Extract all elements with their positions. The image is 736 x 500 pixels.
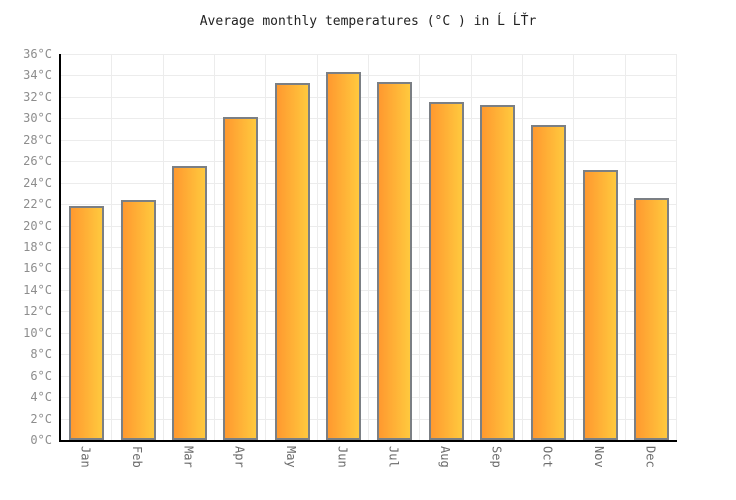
h-gridline xyxy=(61,225,677,227)
y-tick-label: 16°C xyxy=(23,261,52,276)
v-gridline xyxy=(163,54,164,440)
h-gridline xyxy=(61,332,677,334)
y-tick-label: 6°C xyxy=(30,368,52,383)
bar-jun xyxy=(325,72,361,440)
x-tick-label: Sep xyxy=(489,446,504,468)
y-tick-label: 20°C xyxy=(23,218,52,233)
v-gridline xyxy=(419,54,420,440)
bar-oct xyxy=(531,125,567,440)
h-gridline xyxy=(61,75,677,77)
bar-apr xyxy=(223,117,259,440)
y-tick-label: 12°C xyxy=(23,304,52,319)
x-tick-label: May xyxy=(284,446,298,468)
bar-feb xyxy=(120,200,156,440)
h-gridline xyxy=(61,161,677,163)
h-gridline xyxy=(61,397,677,399)
bar-mar xyxy=(171,166,207,440)
h-gridline xyxy=(61,418,677,420)
h-gridline xyxy=(61,311,677,313)
v-gridline xyxy=(471,54,472,440)
y-axis-labels: 0°C 2°C 4°C 6°C 8°C 10°C 12°C 14°C 16°C 18°C 20°C 2… xyxy=(0,0,52,500)
y-tick-label: 32°C xyxy=(23,89,52,104)
h-gridline xyxy=(61,247,677,248)
y-tick-label: 36°C xyxy=(23,47,52,61)
y-tick-label: 34°C xyxy=(23,68,52,83)
v-gridline xyxy=(573,54,574,440)
bar-dec xyxy=(633,198,669,440)
x-tick-label: Nov xyxy=(592,446,606,468)
y-tick-label: 22°C xyxy=(23,197,52,212)
x-tick-label: Jun xyxy=(335,446,350,468)
h-gridline xyxy=(61,354,677,356)
chart-title: Average monthly temperatures (°C ) in Ĺ … xyxy=(199,14,537,29)
y-tick-label: 18°C xyxy=(23,240,52,254)
h-gridline xyxy=(61,182,677,184)
v-gridline xyxy=(676,54,677,440)
v-gridline xyxy=(214,54,215,440)
x-tick-label: Dec xyxy=(643,446,658,468)
y-tick-label: 26°C xyxy=(23,154,52,169)
h-gridline xyxy=(61,268,677,270)
bar-jul xyxy=(377,82,413,440)
plot-area xyxy=(59,54,677,442)
y-tick-label: 14°C xyxy=(23,282,52,297)
bar-sep xyxy=(479,105,515,440)
v-gridline xyxy=(265,54,266,440)
v-gridline xyxy=(317,54,318,440)
v-gridline xyxy=(625,54,626,440)
y-tick-label: 30°C xyxy=(23,111,52,126)
x-tick-label: Apr xyxy=(232,446,247,468)
v-gridline xyxy=(111,54,112,440)
h-gridline xyxy=(61,54,677,55)
x-tick-label: Oct xyxy=(540,446,555,468)
y-tick-label: 4°C xyxy=(30,390,52,405)
bar-may xyxy=(274,83,310,440)
h-gridline xyxy=(61,289,677,291)
x-tick-label: Mar xyxy=(181,446,196,468)
x-tick-label: Aug xyxy=(438,446,452,468)
y-tick-label: 10°C xyxy=(23,325,52,340)
y-tick-label: 8°C xyxy=(30,347,52,362)
h-gridline xyxy=(61,139,677,141)
h-gridline xyxy=(61,204,677,206)
y-tick-label: 28°C xyxy=(23,132,52,147)
x-tick-label: Feb xyxy=(130,446,144,468)
h-gridline xyxy=(61,375,677,377)
y-tick-label: 0°C xyxy=(30,433,52,447)
h-gridline xyxy=(61,118,677,120)
h-gridline xyxy=(61,96,677,98)
x-tick-label: Jul xyxy=(386,446,401,468)
v-gridline xyxy=(368,54,369,440)
bar-aug xyxy=(428,102,464,440)
y-tick-label: 2°C xyxy=(30,411,52,426)
bar-jan xyxy=(69,206,105,440)
v-gridline xyxy=(522,54,523,440)
y-tick-label: 24°C xyxy=(23,175,52,190)
bar-nov xyxy=(582,170,618,440)
x-tick-label: Jan xyxy=(78,446,93,468)
